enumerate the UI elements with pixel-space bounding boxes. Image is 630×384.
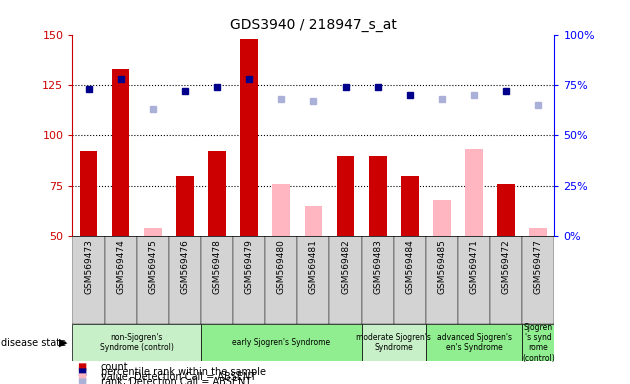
- Text: disease state: disease state: [1, 338, 66, 348]
- Text: percentile rank within the sample: percentile rank within the sample: [101, 367, 266, 377]
- Text: GSM569472: GSM569472: [501, 239, 511, 293]
- Text: GSM569477: GSM569477: [534, 239, 543, 294]
- Text: GSM569483: GSM569483: [373, 239, 382, 294]
- Text: moderate Sjogren's
Syndrome: moderate Sjogren's Syndrome: [357, 333, 431, 353]
- Bar: [201, 236, 233, 324]
- Bar: [401, 176, 419, 236]
- Bar: [201, 324, 362, 361]
- Text: GSM569479: GSM569479: [244, 239, 254, 294]
- Text: GSM569482: GSM569482: [341, 239, 350, 293]
- Text: GSM569480: GSM569480: [277, 239, 286, 294]
- Text: GSM569474: GSM569474: [116, 239, 125, 293]
- Bar: [522, 236, 554, 324]
- Text: non-Sjogren's
Syndrome (control): non-Sjogren's Syndrome (control): [100, 333, 174, 353]
- Text: GSM569475: GSM569475: [148, 239, 158, 294]
- Text: GSM569484: GSM569484: [405, 239, 415, 293]
- Bar: [458, 236, 490, 324]
- Bar: [394, 236, 426, 324]
- Bar: [304, 206, 323, 236]
- Bar: [72, 324, 201, 361]
- Text: ■: ■: [77, 377, 86, 384]
- Text: Sjogren
's synd
rome
(control): Sjogren 's synd rome (control): [522, 323, 554, 363]
- Bar: [426, 324, 522, 361]
- Text: ■: ■: [77, 372, 86, 382]
- Bar: [465, 149, 483, 236]
- Text: early Sjogren's Syndrome: early Sjogren's Syndrome: [232, 338, 330, 347]
- Bar: [433, 200, 451, 236]
- Text: value, Detection Call = ABSENT: value, Detection Call = ABSENT: [101, 372, 256, 382]
- Bar: [169, 236, 201, 324]
- Title: GDS3940 / 218947_s_at: GDS3940 / 218947_s_at: [230, 18, 397, 32]
- Bar: [240, 39, 258, 236]
- Bar: [497, 184, 515, 236]
- Text: ■: ■: [77, 367, 86, 377]
- Bar: [137, 236, 169, 324]
- Bar: [79, 152, 98, 236]
- Text: count: count: [101, 362, 129, 372]
- Bar: [426, 236, 458, 324]
- Bar: [336, 156, 355, 236]
- Bar: [272, 184, 290, 236]
- Bar: [522, 324, 554, 361]
- Text: GSM569471: GSM569471: [469, 239, 479, 294]
- Bar: [529, 228, 547, 236]
- Text: advanced Sjogren's
en's Syndrome: advanced Sjogren's en's Syndrome: [437, 333, 512, 353]
- Bar: [362, 236, 394, 324]
- Text: GSM569473: GSM569473: [84, 239, 93, 294]
- Bar: [144, 228, 162, 236]
- Text: GSM569485: GSM569485: [437, 239, 447, 294]
- Text: GSM569481: GSM569481: [309, 239, 318, 294]
- Text: rank, Detection Call = ABSENT: rank, Detection Call = ABSENT: [101, 377, 251, 384]
- Bar: [490, 236, 522, 324]
- Text: GSM569478: GSM569478: [212, 239, 222, 294]
- Bar: [105, 236, 137, 324]
- Text: ▶: ▶: [59, 338, 67, 348]
- Bar: [265, 236, 297, 324]
- Bar: [233, 236, 265, 324]
- Bar: [112, 69, 130, 236]
- Bar: [362, 324, 426, 361]
- Bar: [208, 152, 226, 236]
- Text: ■: ■: [77, 362, 86, 372]
- Bar: [369, 156, 387, 236]
- Bar: [297, 236, 329, 324]
- Bar: [329, 236, 362, 324]
- Bar: [176, 176, 194, 236]
- Bar: [72, 236, 105, 324]
- Text: GSM569476: GSM569476: [180, 239, 190, 294]
